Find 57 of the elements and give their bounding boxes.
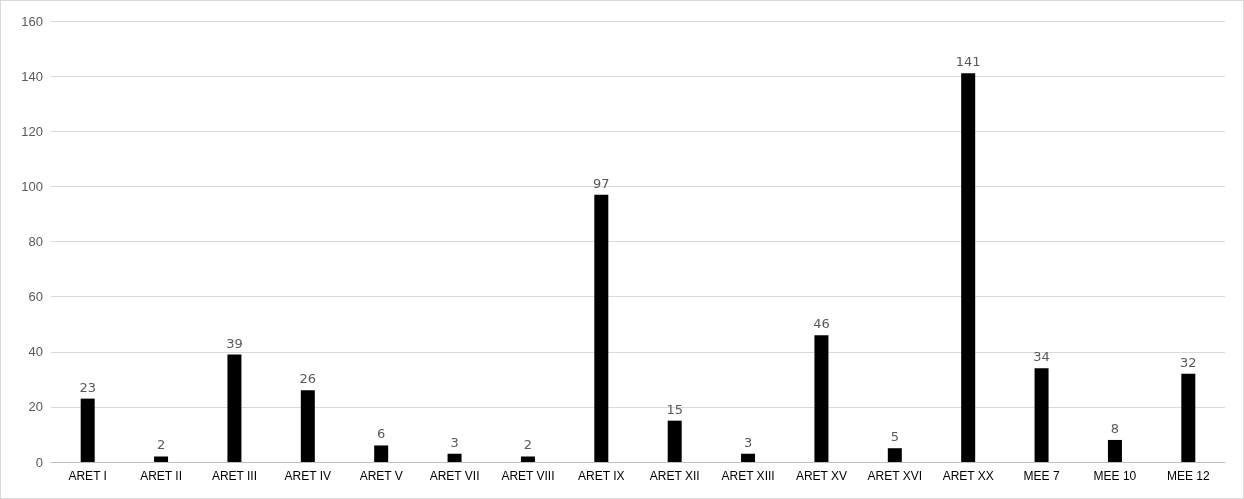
bar: [741, 453, 756, 462]
x-tick-label: ARET II: [140, 469, 182, 483]
x-tick-label: MEE 7: [1023, 469, 1060, 483]
data-label: 23: [79, 379, 96, 395]
x-tick-label: ARET IX: [578, 469, 625, 483]
x-tick-label: MEE 12: [1166, 469, 1210, 483]
x-tick-label: ARET XV: [795, 469, 848, 483]
data-label: 26: [299, 371, 317, 387]
y-tick-label: 120: [21, 123, 43, 139]
bar: [1181, 373, 1196, 462]
data-label: 2: [156, 437, 166, 453]
bar: [1107, 439, 1122, 462]
x-tick-label: ARET VII: [429, 469, 480, 483]
bar: [520, 456, 535, 462]
x-tick-label: ARET VIII: [501, 469, 555, 483]
y-tick-label: 140: [21, 68, 43, 84]
data-label: 2: [523, 437, 533, 453]
bar: [887, 448, 902, 462]
bar: [374, 445, 389, 462]
x-tick-label: ARET XII: [649, 469, 700, 483]
data-label: 6: [377, 426, 386, 442]
bar: [154, 456, 169, 462]
y-tick-label: 60: [28, 289, 43, 305]
data-label: 5: [890, 429, 899, 445]
x-tick-label: ARET V: [359, 469, 403, 483]
data-label: 3: [743, 434, 753, 450]
data-label: 39: [226, 335, 243, 351]
y-tick-label: 0: [35, 454, 43, 470]
x-tick-label: ARET III: [211, 469, 257, 483]
data-label: 34: [1033, 349, 1050, 365]
bar: [961, 73, 976, 462]
x-tick-label: ARET XVI: [867, 469, 923, 483]
y-tick-label: 80: [28, 234, 43, 249]
data-label: 46: [813, 316, 830, 332]
x-tick-label: ARET XX: [942, 469, 994, 483]
data-label: 141: [955, 54, 981, 70]
bar: [667, 420, 682, 462]
x-tick-label: ARET IV: [284, 469, 332, 483]
y-tick-label: 100: [21, 178, 43, 194]
x-tick-label: MEE 10: [1093, 469, 1137, 483]
x-tick-label: ARET XIII: [721, 469, 775, 483]
data-label: 3: [450, 434, 459, 450]
y-tick-label: 160: [21, 13, 43, 29]
y-tick-label: 40: [28, 344, 43, 360]
bar: [447, 453, 462, 462]
bar: [814, 335, 829, 462]
bar: [594, 194, 609, 462]
y-tick-label: 20: [28, 399, 43, 415]
bar: [300, 390, 315, 462]
bar: [1034, 368, 1049, 462]
x-tick-label: ARET I: [68, 469, 107, 483]
data-label: 97: [593, 175, 610, 191]
bar: [227, 354, 242, 462]
data-label: 15: [666, 401, 683, 417]
data-label: 32: [1180, 354, 1197, 370]
data-label: 8: [1110, 420, 1120, 436]
bar: [80, 398, 95, 462]
